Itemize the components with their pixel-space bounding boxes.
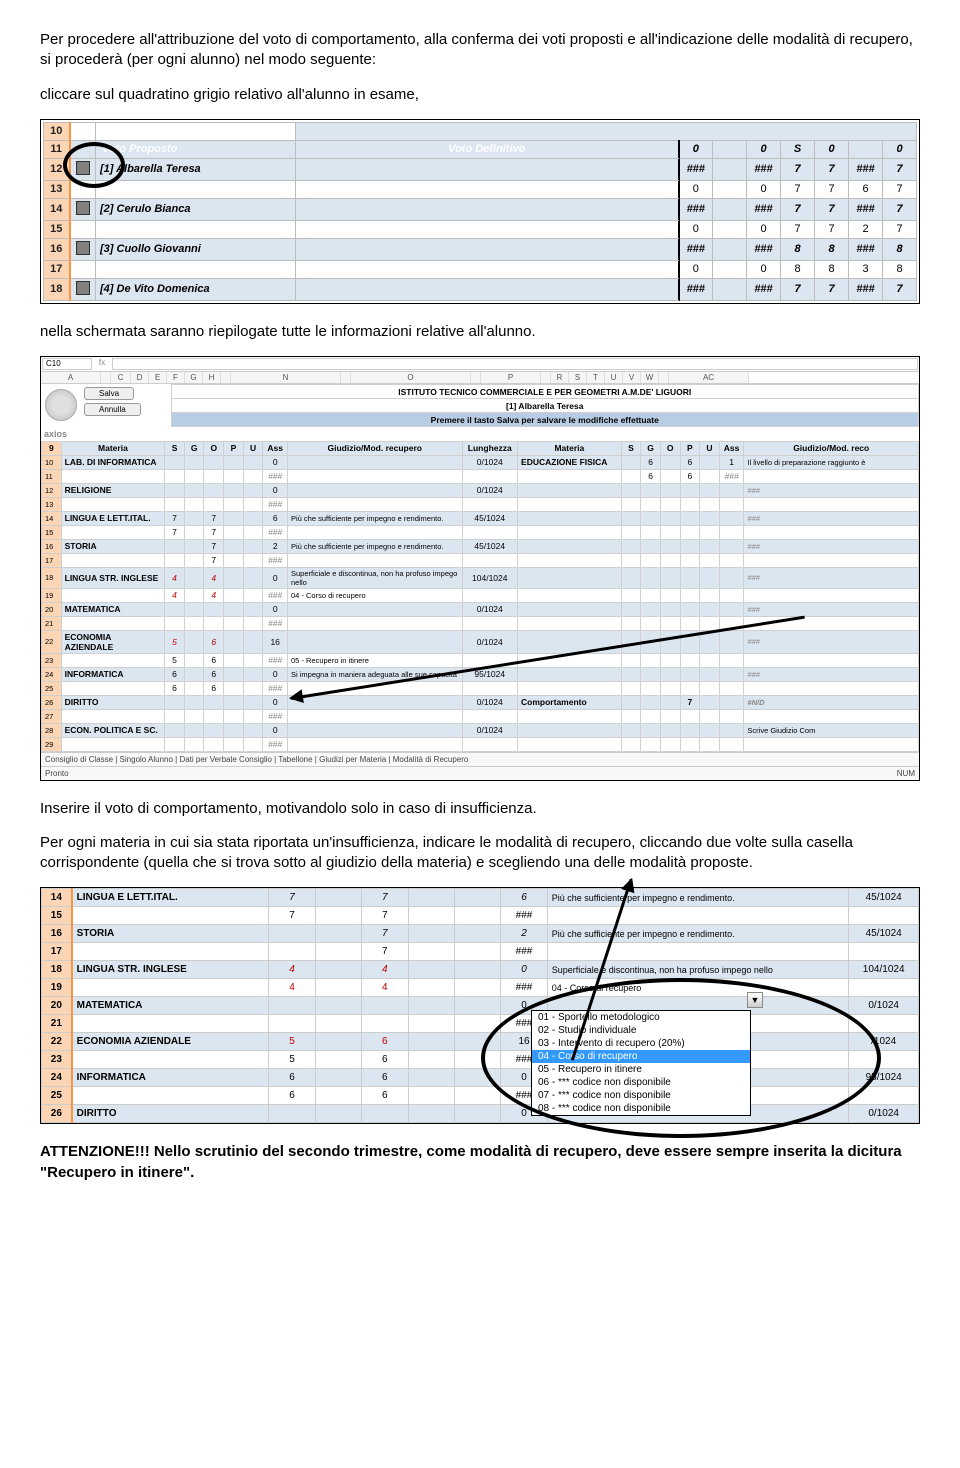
mid-paragraph-1: nella schermata saranno riepilogate tutt… [40,322,920,342]
status-right: NUM [897,769,915,778]
dropdown-option[interactable]: 02 - Studio individuale [532,1024,750,1037]
school-title: ISTITUTO TECNICO COMMERCIALE E PER GEOME… [171,385,919,399]
cancel-button[interactable]: Annulla [84,403,141,416]
warning-paragraph: ATTENZIONE!!! Nello scrutinio del second… [40,1142,920,1183]
student-checkbox[interactable] [76,281,90,295]
dropdown-option[interactable]: 08 - *** codice non disponibile [532,1102,750,1115]
screenshot-2: C10 fx ACDEFGHNOPRSTUVWAC Salva Annulla … [40,356,920,781]
cell-ref: C10 [42,358,92,370]
dropdown-option[interactable]: 03 - Intervento di recupero (20%) [532,1037,750,1050]
dropdown-button[interactable]: ▼ [747,992,763,1008]
mid2-paragraph-2: Per ogni materia in cui sia stata riport… [40,833,920,874]
recovery-dropdown[interactable]: 01 - Sportello metodologico02 - Studio i… [531,1010,751,1116]
screenshot-3: 14LINGUA E LETT.ITAL.776Più che sufficie… [40,887,920,1124]
student-checkbox[interactable] [76,201,90,215]
mid2-paragraph-1: Inserire il voto di comportamento, motiv… [40,799,920,819]
intro-paragraph-2: cliccare sul quadratino grigio relativo … [40,85,920,105]
dropdown-option[interactable]: 01 - Sportello metodologico [532,1011,750,1024]
save-button[interactable]: Salva [84,387,134,400]
status-left: Pronto [45,769,69,778]
student-name: [1] Albarella Teresa [171,399,919,413]
student-checkbox[interactable] [76,161,90,175]
axios-logo: axios [44,429,67,439]
emblem-icon [45,389,77,421]
dropdown-option[interactable]: 07 - *** codice non disponibile [532,1089,750,1102]
student-checkbox[interactable] [76,241,90,255]
dropdown-option[interactable]: 04 - Corso di recupero [532,1050,750,1063]
intro-paragraph-1: Per procedere all'attribuzione del voto … [40,30,920,71]
dropdown-option[interactable]: 06 - *** codice non disponibile [532,1076,750,1089]
screenshot-1: 1011Voto PropostoVoto Definitivo00S0012[… [40,119,920,304]
sheet-tabs[interactable]: Consiglio di Classe | Singolo Alunno | D… [41,752,919,766]
dropdown-option[interactable]: 05 - Recupero in itinere [532,1063,750,1076]
save-banner: Premere il tasto Salva per salvare le mo… [171,413,919,427]
